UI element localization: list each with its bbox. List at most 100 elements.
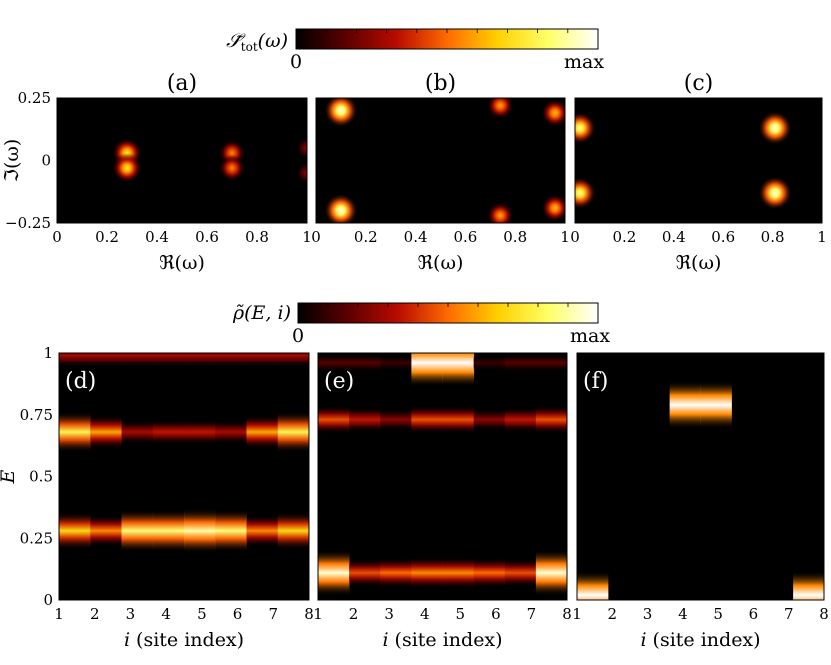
x-tick-label: 5	[456, 605, 466, 623]
panel-d: 1 2 3 4 5 6 7 8 1 0.75 0.5 0.25 0 i (site index) E (d)	[0, 344, 314, 651]
energy-band	[246, 353, 279, 367]
x-tick-label: 2	[90, 605, 100, 623]
x-tick-label: 0.6	[195, 228, 219, 246]
peak-spot	[296, 162, 307, 184]
x-tick-label: 8	[304, 605, 314, 623]
y-tick-label: 0.5	[29, 468, 53, 486]
y-tick-label: 0.25	[20, 529, 53, 547]
x-axis-label: ℜ(ω)	[418, 252, 464, 274]
colorbar-bottom: ρ̃(E, i) 0 max	[232, 302, 610, 347]
peak-spot	[112, 153, 142, 183]
energy-band	[535, 405, 567, 434]
energy-band	[121, 420, 154, 444]
panels: 0 0.2 0.4 0.6 0.8 10.250−0.25ℜ(ω)ℑ(ω)(a)0 0.2 0…	[0, 71, 829, 651]
y-tick-label: 0	[41, 152, 51, 170]
x-tick-label: 5	[713, 605, 723, 623]
energy-band	[535, 354, 567, 372]
x-tick-label: 0.6	[711, 228, 735, 246]
energy-band	[380, 557, 412, 588]
x-tick-label: 6	[491, 605, 501, 623]
energy-band	[577, 571, 609, 600]
colorbar-top-label-arg: (ω)	[258, 30, 288, 52]
energy-band	[411, 353, 443, 387]
colorbar-top-label-sub: tot	[241, 40, 258, 54]
x-tick-label: 7	[784, 605, 794, 623]
panel-f: 1 2 3 4 5 6 7 8 i (site index) (f)	[572, 352, 829, 651]
x-tick-label: 0.4	[404, 228, 428, 246]
axes-frame	[574, 97, 823, 224]
peak-spot	[323, 98, 358, 128]
y-tick-label: 0.75	[20, 406, 53, 424]
x-tick-label: 1	[572, 605, 582, 623]
y-tick-label: 0.25	[18, 89, 51, 107]
energy-band	[90, 514, 122, 547]
energy-band	[215, 353, 247, 367]
x-axis-label: i (site index)	[382, 629, 502, 651]
axes-frame	[576, 352, 825, 601]
panel-c: 0 0.2 0.4 0.6 0.8 1 ℜ(ω) (c)	[570, 71, 827, 274]
x-tick-label: 1	[817, 228, 827, 246]
x-tick-label: 4	[420, 605, 430, 623]
colorbar-top: 𝒮̃tot(ω) 0 max	[226, 28, 604, 73]
x-tick-label: 7	[527, 605, 537, 623]
energy-band	[504, 354, 537, 372]
x-tick-label: 6	[233, 605, 243, 623]
energy-band	[277, 411, 309, 453]
x-tick-label: 5	[197, 605, 207, 623]
y-tick-label: 1	[43, 344, 53, 362]
energy-band	[318, 549, 350, 596]
energy-band	[793, 571, 824, 600]
x-tick-label: 0	[52, 228, 62, 246]
x-tick-label: 0	[311, 228, 321, 246]
peak-spot	[323, 193, 358, 223]
x-tick-label: 8	[562, 605, 572, 623]
peak-spot	[296, 137, 307, 159]
peak-spot	[486, 201, 514, 223]
x-tick-label: 1	[560, 228, 570, 246]
x-tick-label: 0.4	[662, 228, 686, 246]
x-tick-label: 4	[678, 605, 688, 623]
x-tick-label: 2	[349, 605, 359, 623]
energy-band	[473, 355, 506, 371]
x-tick-label: 0.8	[761, 228, 785, 246]
x-axis-label: ℜ(ω)	[676, 252, 722, 274]
x-tick-label: 1	[302, 228, 312, 246]
energy-band	[442, 556, 475, 589]
y-tick-label: −0.25	[5, 214, 51, 232]
energy-band	[121, 509, 154, 553]
heatmap-background	[57, 98, 307, 223]
x-tick-label: 0.6	[453, 228, 477, 246]
colorbar-top-min: 0	[290, 51, 302, 73]
axes-frame	[56, 97, 308, 224]
panel-a: 0 0.2 0.4 0.6 0.8 10.250−0.25ℜ(ω)ℑ(ω)(a)	[1, 71, 312, 274]
x-tick-label: 2	[608, 605, 618, 623]
energy-band	[152, 353, 185, 367]
energy-band	[411, 405, 443, 434]
energy-band	[473, 557, 506, 588]
x-tick-label: 0	[570, 228, 580, 246]
panel-label: (c)	[684, 71, 714, 96]
energy-band	[246, 514, 279, 547]
energy-band	[152, 419, 185, 445]
x-tick-label: 4	[161, 605, 171, 623]
energy-band	[349, 354, 381, 372]
energy-band	[90, 415, 122, 449]
energy-band	[318, 405, 350, 434]
energy-band	[349, 407, 381, 432]
panel-label: (f)	[583, 369, 608, 394]
energy-band	[700, 380, 732, 429]
x-axis-label: i (site index)	[124, 629, 244, 651]
energy-band	[669, 380, 701, 429]
peak-spot	[758, 176, 793, 210]
y-axis-label: ℑ(ω)	[1, 139, 23, 183]
energy-band	[318, 354, 350, 372]
energy-band	[90, 353, 122, 367]
colorbar-top-label: 𝒮̃tot(ω)	[226, 30, 288, 54]
panel-label: (d)	[65, 369, 96, 394]
energy-band	[504, 407, 537, 432]
x-axis-label: ℜ(ω)	[159, 252, 205, 274]
energy-band	[442, 405, 475, 434]
peak-spot	[541, 98, 565, 128]
energy-band	[277, 512, 309, 550]
energy-band	[59, 512, 91, 550]
